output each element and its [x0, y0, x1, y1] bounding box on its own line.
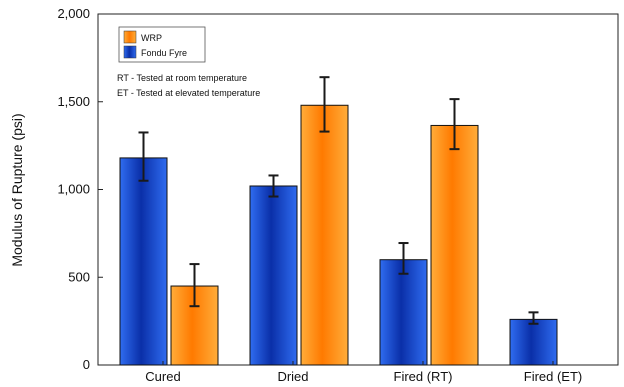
y-tick-label: 1,000 — [57, 182, 90, 197]
legend-label-wrp: WRP — [141, 33, 162, 43]
note-rt: RT - Tested at room temperature — [117, 73, 247, 83]
x-category-label: Fired (ET) — [524, 369, 583, 384]
x-category-label: Cured — [145, 369, 180, 384]
category-labels: Cured Dried Fired (RT) Fired (ET) — [145, 361, 582, 384]
y-tick-label: 0 — [83, 357, 90, 372]
bar-wrp — [300, 104, 349, 366]
x-category-label: Dried — [277, 369, 308, 384]
y-tick-label: 1,500 — [57, 94, 90, 109]
legend: WRP Fondu Fyre — [118, 26, 206, 63]
bar-fondu-fyre — [509, 318, 558, 366]
bar-fondu-fyre — [249, 185, 298, 366]
y-tick-label: 2,000 — [57, 6, 90, 21]
bar-fondu-fyre — [119, 157, 168, 366]
bar-wrp — [430, 124, 479, 366]
note-et: ET - Tested at elevated temperature — [117, 88, 260, 98]
y-tick-label: 500 — [68, 269, 90, 284]
legend-swatch-fondu-fyre — [123, 45, 137, 59]
legend-swatch-wrp — [123, 30, 137, 44]
bar-fondu-fyre — [379, 259, 428, 366]
x-category-label: Fired (RT) — [394, 369, 453, 384]
legend-label-fondu-fyre: Fondu Fyre — [141, 48, 187, 58]
bars — [119, 104, 558, 366]
error-bars — [138, 76, 539, 325]
y-axis-label: Modulus of Rupture (psi) — [9, 113, 25, 266]
y-ticks: 0 500 1,000 1,500 2,000 — [57, 6, 103, 372]
